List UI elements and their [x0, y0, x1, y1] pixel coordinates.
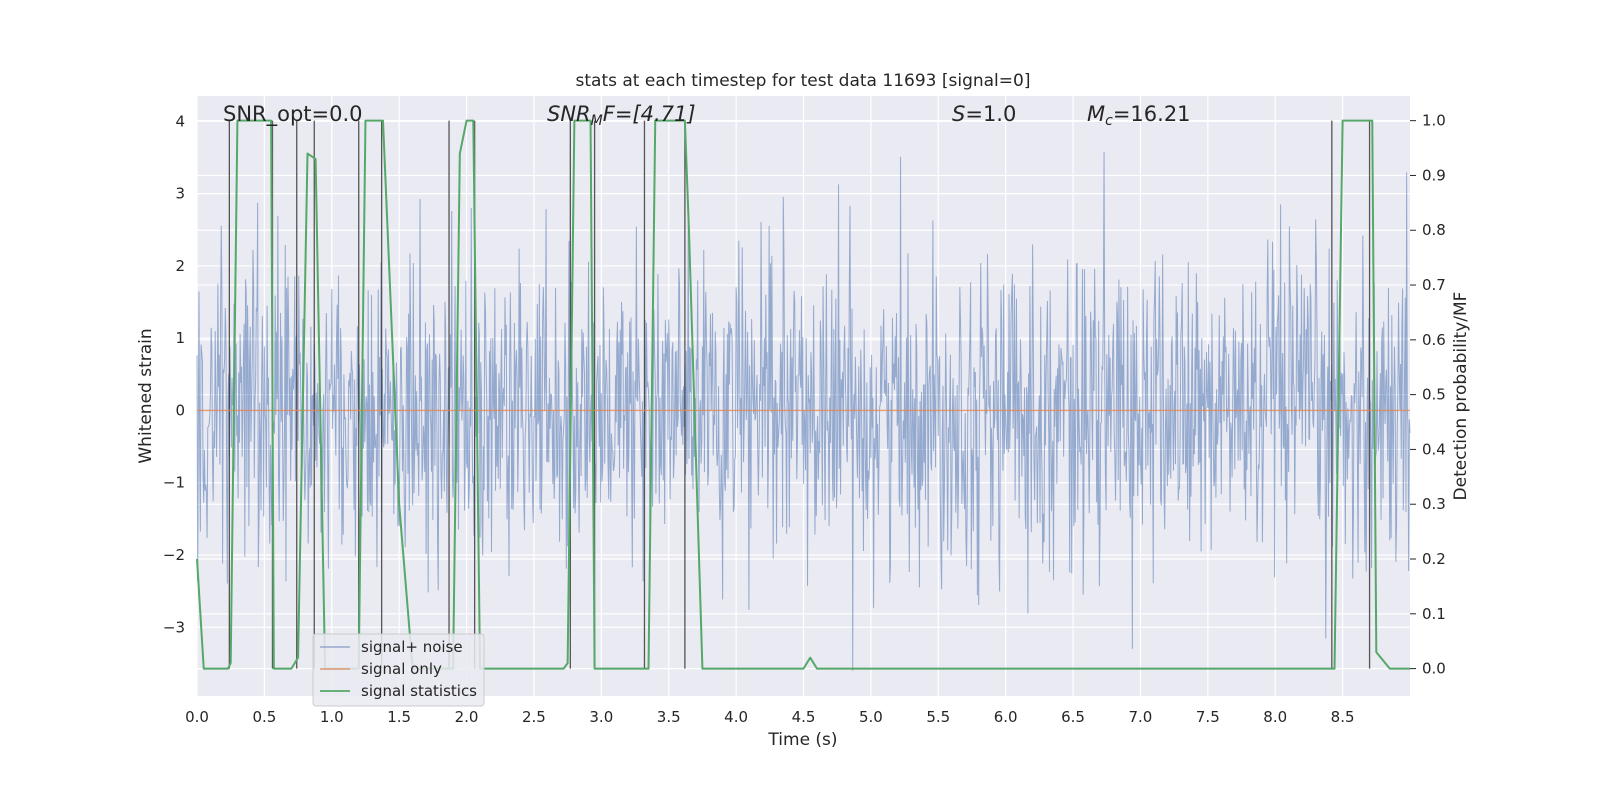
x-tick-label: 4.0	[724, 708, 748, 726]
x-tick-label: 1.5	[387, 708, 411, 726]
x-tick-label: 0.5	[252, 708, 276, 726]
x-tick-label: 2.5	[522, 708, 546, 726]
legend-label-signal-statistics: signal statistics	[361, 682, 477, 700]
legend-label-signal-noise: signal+ noise	[361, 638, 463, 656]
x-tick-label: 6.0	[994, 708, 1018, 726]
x-tick-label: 4.5	[792, 708, 816, 726]
y-tick-label: 2	[175, 257, 185, 275]
annotation-s: S=1.0	[952, 102, 1016, 126]
x-tick-label: 6.5	[1061, 708, 1085, 726]
legend: signal+ noise signal only signal statist…	[312, 633, 485, 707]
legend-box	[312, 633, 485, 707]
y-tick-label: 0	[175, 401, 185, 419]
y-right-tick-label: 0.3	[1422, 495, 1446, 513]
legend-label-signal-only: signal only	[361, 660, 442, 678]
annotation-mc-var: M	[1087, 102, 1105, 126]
y-tick-label: 1	[175, 329, 185, 347]
y-axis-label: Whitened strain	[136, 328, 156, 463]
x-tick-label: 5.5	[926, 708, 950, 726]
chart-title: stats at each timestep for test data 116…	[576, 71, 1031, 91]
y-right-tick-label: 0.1	[1422, 605, 1446, 623]
y-right-tick-label: 0.5	[1422, 386, 1446, 404]
y-tick-label: −2	[163, 546, 185, 564]
x-tick-label: 3.5	[657, 708, 681, 726]
y-right-tick-label: 0.7	[1422, 276, 1446, 294]
y-right-tick-label: 0.0	[1422, 660, 1446, 678]
x-tick-label: 7.5	[1196, 708, 1220, 726]
y-right-tick-label: 0.2	[1422, 550, 1446, 568]
annotation-mc: Mc=16.21	[1087, 102, 1191, 129]
y-right-tick-label: 0.4	[1422, 440, 1446, 458]
line-series	[196, 119, 1410, 670]
y-right-tick-label: 0.6	[1422, 331, 1446, 349]
annotation-snr-opt: SNR_opt=0.0	[223, 102, 363, 127]
y-right-axis-label: Detection probability/MF	[1451, 292, 1471, 501]
signal-noise-line	[196, 152, 1411, 671]
signal-statistics-line	[196, 119, 1410, 670]
annotation-snr-mf-prefix: SNR	[547, 102, 591, 126]
x-tick-label: 3.0	[589, 708, 613, 726]
annotation-snr-mf: SNRMF=[4.71]	[547, 102, 696, 129]
x-tick-label: 7.0	[1129, 708, 1153, 726]
x-tick-label: 1.0	[320, 708, 344, 726]
annotation-s-value: =1.0	[965, 102, 1016, 126]
x-tick-label: 8.5	[1331, 708, 1355, 726]
noise-series	[196, 152, 1411, 671]
x-tick-label: 5.0	[859, 708, 883, 726]
ticks: 0.0 0.5 1.0 1.5 2.0 2.5 3.0 3.5 4.0 4.5 5.0 5.5 6.0 6…	[163, 112, 1446, 726]
annotation-snr-mf-suffix: F=[4.71]	[603, 102, 696, 126]
annotation-mc-sub: c	[1105, 113, 1113, 129]
y-tick-label: −3	[163, 618, 185, 636]
x-tick-label: 0.0	[185, 708, 209, 726]
y-tick-label: −1	[163, 474, 185, 492]
annotation-snr-mf-sub: M	[591, 113, 603, 129]
annotation-s-var: S	[952, 102, 965, 126]
y-tick-label: 4	[175, 112, 185, 130]
y-right-tick-label: 0.8	[1422, 221, 1446, 239]
x-axis-label: Time (s)	[767, 730, 837, 750]
annotation-mc-value: =16.21	[1113, 102, 1191, 126]
y-tick-label: 3	[175, 185, 185, 203]
x-tick-label: 8.0	[1263, 708, 1287, 726]
y-right-tick-label: 1.0	[1422, 112, 1446, 130]
y-right-tick-label: 0.9	[1422, 166, 1446, 184]
x-tick-label: 2.0	[455, 708, 479, 726]
